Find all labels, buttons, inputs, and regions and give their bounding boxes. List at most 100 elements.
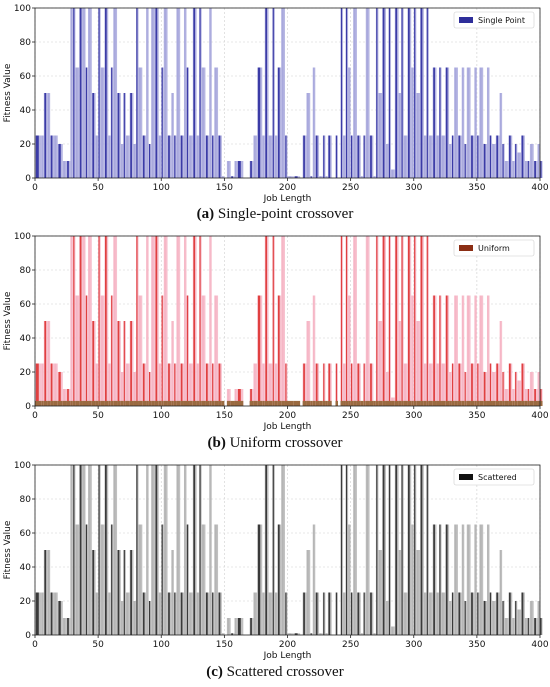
bar (180, 135, 183, 178)
bar (146, 8, 148, 178)
bar (462, 295, 464, 406)
bar (509, 363, 511, 406)
bar (222, 633, 224, 635)
x-tick-label: 50 (92, 183, 104, 193)
panel-uniform: 0 20 40 60 80 100 0 50 100 150 200 250 300 350 400 Job … (0, 228, 550, 457)
bar (85, 67, 88, 178)
bar (452, 363, 454, 406)
bar (184, 236, 186, 406)
bar (44, 550, 47, 635)
bar (445, 67, 448, 178)
bar-base (483, 400, 487, 406)
bar-base (98, 400, 101, 406)
bar (113, 236, 116, 406)
bar (126, 592, 129, 635)
bar (257, 524, 261, 635)
bar-base (41, 400, 44, 406)
bar-base (43, 400, 48, 406)
bar (398, 93, 401, 178)
bar (307, 93, 309, 178)
bar-base (214, 400, 219, 406)
bar (180, 363, 183, 406)
bar (525, 618, 527, 635)
bar (366, 465, 369, 635)
bar (123, 93, 125, 178)
legend-box (453, 468, 535, 486)
bar (454, 67, 457, 178)
bar (218, 363, 221, 406)
bar (184, 8, 186, 178)
bar-base (272, 400, 275, 406)
bar (505, 618, 507, 635)
bar (521, 592, 524, 635)
bar (370, 135, 372, 178)
bar (288, 633, 292, 635)
bar-base (310, 400, 313, 406)
bar (253, 592, 256, 635)
bar (214, 67, 217, 178)
bar (214, 295, 217, 406)
bar (149, 144, 151, 178)
x-tick-label: 50 (92, 411, 104, 421)
bar (171, 321, 173, 406)
bar (335, 363, 337, 406)
bar (275, 135, 277, 178)
bar-base (183, 400, 187, 406)
bar-base (426, 400, 429, 406)
bar (164, 8, 167, 178)
bar-base (343, 400, 346, 406)
bar (395, 236, 398, 406)
bar (328, 592, 331, 635)
bar-base (439, 400, 442, 406)
bar-base (146, 400, 149, 406)
bar (206, 135, 208, 178)
bar (288, 176, 292, 178)
bar (464, 144, 466, 178)
bar-base (479, 400, 484, 406)
bar (439, 67, 441, 178)
bar (489, 363, 492, 406)
bar (196, 363, 199, 406)
bar (479, 524, 482, 635)
bar (509, 135, 511, 178)
bar (401, 236, 403, 406)
bar (218, 135, 221, 178)
bar (454, 295, 457, 406)
bar-base (209, 400, 212, 406)
bar-base (474, 400, 477, 406)
bar-base (167, 400, 172, 406)
bar (502, 372, 504, 406)
bar (424, 135, 426, 178)
bar (515, 601, 517, 635)
bar-base (492, 400, 496, 406)
bar (310, 633, 312, 635)
bar-base (411, 400, 414, 406)
bar (189, 363, 192, 406)
bar (477, 135, 479, 178)
bar (525, 389, 527, 406)
bar (525, 161, 527, 178)
x-tick-label: 350 (468, 183, 485, 193)
bar (521, 363, 524, 406)
bar (48, 321, 50, 406)
bar (517, 152, 520, 178)
bar (88, 8, 91, 178)
caption-letter: (a) (196, 206, 215, 222)
bar (462, 524, 464, 635)
bar-base (50, 400, 54, 406)
bars (35, 465, 543, 635)
bar (275, 363, 277, 406)
bar (420, 8, 423, 178)
bar (496, 363, 499, 406)
bar (209, 8, 211, 178)
bar (416, 321, 419, 406)
bar-base (335, 400, 338, 406)
bar (79, 8, 82, 178)
bar (303, 592, 305, 635)
bar-base (302, 400, 307, 406)
bar (382, 8, 385, 178)
bar (517, 609, 520, 635)
bar-base (470, 400, 475, 406)
caption-letter: (b) (207, 435, 226, 451)
bar (303, 363, 305, 406)
